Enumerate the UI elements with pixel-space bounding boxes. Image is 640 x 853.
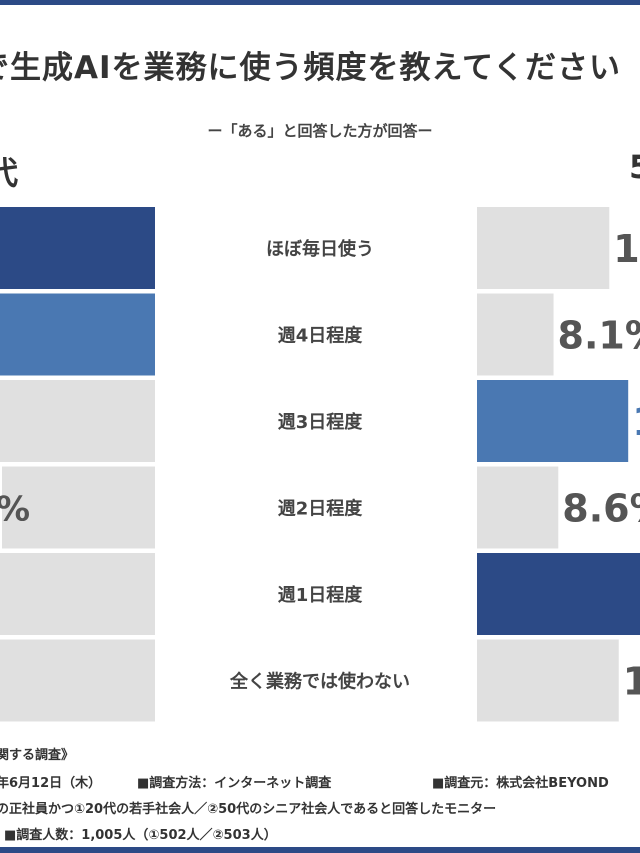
category-label: 週1日程度 bbox=[278, 584, 364, 606]
left-bar bbox=[2, 466, 155, 549]
note-line-2-source: ■調査元：株式会社BEYOND bbox=[432, 776, 609, 791]
left-bar bbox=[0, 293, 155, 376]
page-title: で生成AIを業務に使う頻度を教えてください（ bbox=[0, 50, 640, 86]
right-value-label: 15 bbox=[623, 660, 640, 704]
right-value-label: 8.6% bbox=[562, 487, 640, 531]
category-label: 全く業務では使わない bbox=[229, 671, 410, 693]
note-line-2-date: 年6月12日（木） bbox=[0, 776, 102, 791]
left-group-header: 代 bbox=[0, 154, 19, 192]
right-value-label: 8.1% bbox=[558, 314, 640, 358]
note-line-2-method: ■調査方法：インターネット調査 bbox=[137, 776, 332, 791]
category-label: 週3日程度 bbox=[278, 411, 364, 433]
note-line-4: ■調査人数：1,005人（①502人／②503人） bbox=[4, 828, 277, 843]
right-bar bbox=[477, 466, 559, 549]
left-bar bbox=[0, 207, 155, 289]
right-bar bbox=[477, 293, 554, 376]
note-line-1: 関する調査》 bbox=[0, 748, 75, 763]
top-border bbox=[0, 0, 640, 5]
left-value-label: % bbox=[0, 490, 30, 530]
left-bar bbox=[0, 380, 155, 462]
category-label: 週4日程度 bbox=[278, 325, 364, 347]
right-bar bbox=[477, 553, 640, 635]
right-bar bbox=[477, 639, 619, 722]
left-bar bbox=[0, 639, 155, 722]
category-label: 週2日程度 bbox=[278, 498, 364, 520]
bottom-border bbox=[0, 847, 640, 853]
right-value-label: 10 bbox=[632, 400, 640, 444]
right-value-label: 14 bbox=[613, 227, 640, 271]
category-label: ほぼ毎日使う bbox=[266, 238, 374, 260]
note-line-3: の正社員かつ①20代の若手社会人／②50代のシニア社会人であると回答したモニター bbox=[0, 802, 497, 817]
right-bar bbox=[477, 380, 629, 462]
right-bar bbox=[477, 207, 610, 289]
right-group-header: 5 bbox=[629, 148, 640, 186]
subtitle: ー「ある」と回答した方が回答ー bbox=[207, 122, 433, 140]
left-bar bbox=[0, 553, 155, 635]
